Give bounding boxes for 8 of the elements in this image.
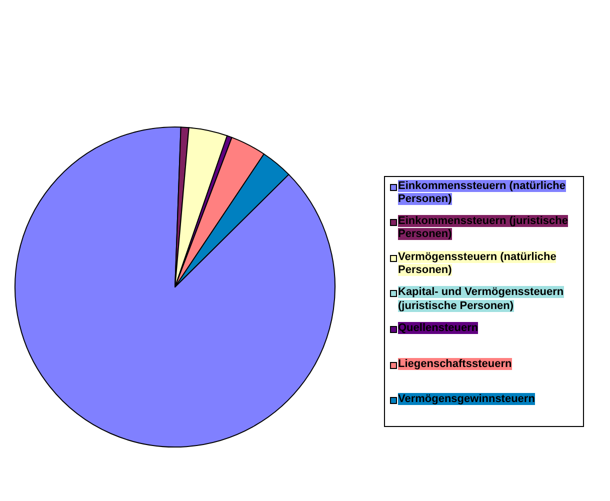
legend-label: Kapital- und Vermögenssteuern (juristische Personen) xyxy=(398,286,564,312)
pie-slice xyxy=(14,126,336,448)
legend-label: Liegenschaftssteuern xyxy=(398,358,512,370)
legend-label: Einkommenssteuern (natürliche Personen) xyxy=(398,180,566,205)
legend-label: Vermögenssteuern (natürliche Personen) xyxy=(398,250,556,276)
legend-label: Einkommenssteuern (juristische Personen) xyxy=(398,215,568,240)
legend-label: Quellensteuern xyxy=(398,322,478,334)
legend-label: Vermögensgewinnsteuern xyxy=(398,393,535,406)
